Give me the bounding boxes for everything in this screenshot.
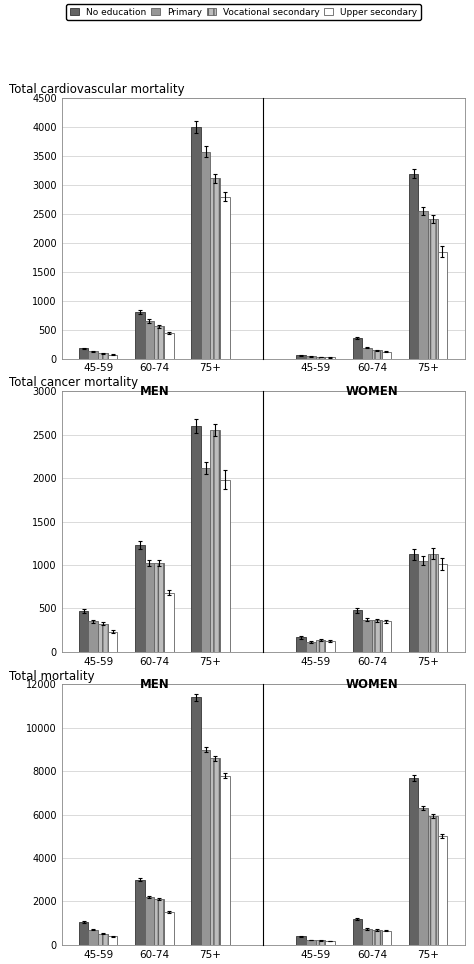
Bar — [210, 178, 220, 359]
Text: Total cancer mortality: Total cancer mortality — [9, 377, 138, 389]
Bar — [296, 355, 306, 359]
Bar — [154, 326, 164, 359]
Bar — [145, 321, 154, 359]
Bar — [316, 640, 325, 652]
Bar — [135, 545, 145, 652]
Bar — [409, 554, 419, 652]
Bar — [438, 252, 447, 359]
Bar — [98, 934, 108, 945]
Bar — [362, 620, 372, 652]
Bar — [108, 631, 118, 652]
Bar — [306, 357, 316, 359]
Bar — [201, 151, 210, 359]
Bar — [428, 553, 438, 652]
Bar — [372, 930, 382, 945]
Bar — [353, 337, 362, 359]
Bar — [108, 355, 118, 359]
Bar — [79, 349, 89, 359]
Bar — [325, 358, 335, 359]
Bar — [438, 836, 447, 945]
Bar — [353, 610, 362, 652]
Bar — [79, 922, 89, 945]
Text: Total cardiovascular mortality: Total cardiovascular mortality — [9, 84, 185, 96]
Bar — [98, 624, 108, 652]
Bar — [164, 334, 173, 359]
Bar — [201, 468, 210, 652]
Bar — [135, 879, 145, 945]
Bar — [382, 621, 391, 652]
Bar — [419, 808, 428, 945]
Bar — [154, 899, 164, 945]
Bar — [409, 174, 419, 359]
Bar — [89, 351, 98, 359]
Bar — [201, 750, 210, 945]
Bar — [220, 197, 230, 359]
Bar — [210, 430, 220, 652]
Bar — [191, 127, 201, 359]
Bar — [325, 941, 335, 945]
Bar — [154, 563, 164, 652]
Bar — [409, 778, 419, 945]
Bar — [438, 564, 447, 652]
Bar — [325, 641, 335, 652]
Bar — [210, 758, 220, 945]
Bar — [135, 312, 145, 359]
Bar — [145, 563, 154, 652]
Text: WOMEN: WOMEN — [346, 678, 398, 690]
Bar — [296, 936, 306, 945]
Bar — [419, 560, 428, 652]
Legend: No education, Primary, Vocational secondary, Upper secondary: No education, Primary, Vocational second… — [66, 4, 421, 20]
Text: WOMEN: WOMEN — [346, 385, 398, 397]
Bar — [362, 929, 372, 945]
Bar — [89, 929, 98, 945]
Bar — [419, 211, 428, 359]
Bar — [428, 219, 438, 359]
Bar — [306, 940, 316, 945]
Bar — [296, 637, 306, 652]
Bar — [191, 698, 201, 945]
Bar — [372, 621, 382, 652]
Bar — [164, 593, 173, 652]
Bar — [79, 611, 89, 652]
Bar — [382, 931, 391, 945]
Bar — [98, 353, 108, 359]
Text: MEN: MEN — [139, 678, 169, 690]
Bar — [89, 621, 98, 652]
Bar — [316, 357, 325, 359]
Text: Total mortality: Total mortality — [9, 670, 95, 683]
Bar — [382, 352, 391, 359]
Bar — [362, 348, 372, 359]
Bar — [191, 426, 201, 652]
Text: MEN: MEN — [139, 385, 169, 397]
Bar — [372, 350, 382, 359]
Bar — [220, 775, 230, 945]
Bar — [428, 816, 438, 945]
Bar — [353, 919, 362, 945]
Bar — [220, 480, 230, 652]
Bar — [316, 941, 325, 945]
Bar — [164, 912, 173, 945]
Bar — [145, 897, 154, 945]
Bar — [108, 936, 118, 945]
Bar — [306, 642, 316, 652]
